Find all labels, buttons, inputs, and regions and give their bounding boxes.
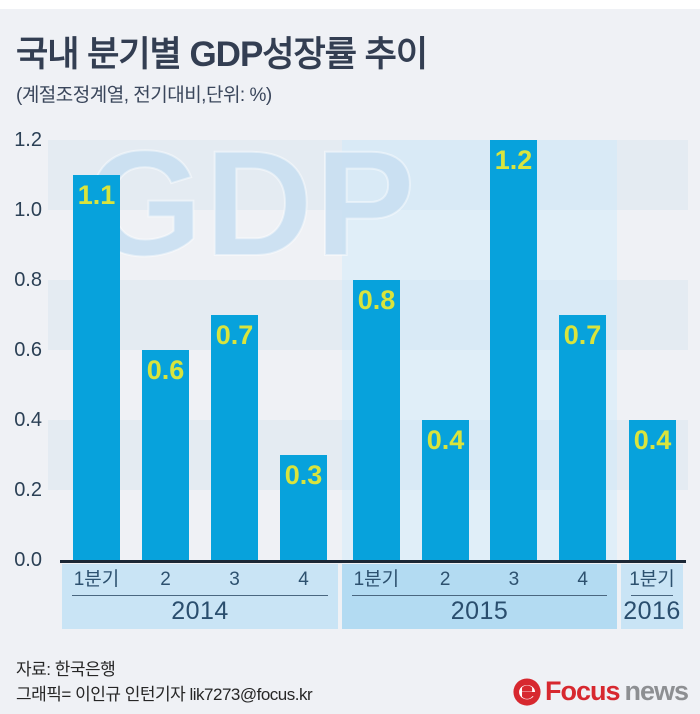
bar-value-label: 0.7: [215, 320, 254, 350]
source-text: 자료: 한국은행: [16, 660, 116, 679]
y-axis-tick-label: 1.2: [14, 129, 42, 151]
bar: 0.6: [142, 350, 189, 560]
focusnews-logo-icon: ℮: [513, 677, 541, 706]
bar-value-label: 0.7: [563, 320, 602, 350]
bar: 1.1: [73, 175, 120, 560]
bar-value-label: 0.6: [146, 355, 185, 385]
bar: 0.4: [629, 420, 676, 560]
year-label: 2014: [171, 597, 229, 625]
year-band-2016: 1분기 2016: [621, 564, 683, 629]
chart-plot-area: GDP 1.1 0.6 0.7 0.3 0.8 0.4 1.2 0.7 0.4: [48, 127, 688, 560]
y-axis-tick-label: 0.8: [14, 269, 42, 291]
band-divider-line: [72, 595, 328, 596]
bar: 0.7: [559, 315, 606, 560]
y-axis-tick-label: 1.0: [14, 199, 42, 221]
quarter-label: 1분기: [353, 569, 400, 590]
bar-value-label: 0.3: [284, 460, 323, 490]
bar-value-label: 1.2: [494, 145, 533, 175]
year-label: 2016: [623, 597, 681, 625]
grid-stripe: [48, 140, 688, 210]
logo-text-news: news: [624, 676, 689, 706]
quarter-label: 3: [508, 569, 520, 590]
bar: 0.8: [353, 280, 400, 560]
y-axis-tick-label: 0.2: [14, 479, 42, 501]
y-axis-tick-label: 0.0: [14, 549, 42, 571]
bar: 0.7: [211, 315, 258, 560]
bar: 0.3: [280, 455, 327, 560]
bar: 0.4: [422, 420, 469, 560]
quarter-label: 1분기: [629, 569, 675, 590]
quarter-label: 4: [298, 569, 309, 590]
year-band-2015: 1분기 2 3 4 2015: [342, 564, 617, 629]
chart-subtitle: (계절조정계열, 전기대비,단위: %): [16, 85, 272, 106]
logo-text-focus: Focus: [544, 676, 621, 706]
top-strip: [0, 0, 700, 9]
year-label: 2015: [450, 597, 509, 625]
bar: 1.2: [490, 140, 537, 560]
quarter-label: 3: [229, 569, 240, 590]
page-title: 국내 분기별 GDP성장률 추이: [16, 35, 428, 74]
year-band-2014: 1분기 2 3 4 2014: [62, 564, 338, 629]
band-divider-line: [352, 595, 607, 596]
credit-text: 그래픽= 이인규 인턴기자 lik7273@focus.kr: [16, 685, 313, 704]
y-axis-tick-label: 0.4: [14, 409, 42, 431]
bar-value-label: 0.4: [426, 425, 465, 455]
bar-value-label: 1.1: [77, 180, 116, 210]
bar-value-label: 0.8: [357, 285, 396, 315]
quarter-label: 4: [577, 569, 588, 590]
quarter-label: 2: [439, 569, 451, 590]
quarter-label: 1분기: [73, 569, 120, 590]
gdp-watermark: GDP: [85, 119, 418, 287]
x-axis-line: [60, 560, 686, 563]
band-divider-line: [631, 595, 673, 596]
y-axis-tick-label: 0.6: [14, 339, 42, 361]
svg-text:℮: ℮: [518, 680, 537, 705]
bar-value-label: 0.4: [633, 425, 672, 455]
quarter-label: 2: [160, 569, 171, 590]
focusnews-logo: ℮ Focus news: [513, 676, 689, 707]
